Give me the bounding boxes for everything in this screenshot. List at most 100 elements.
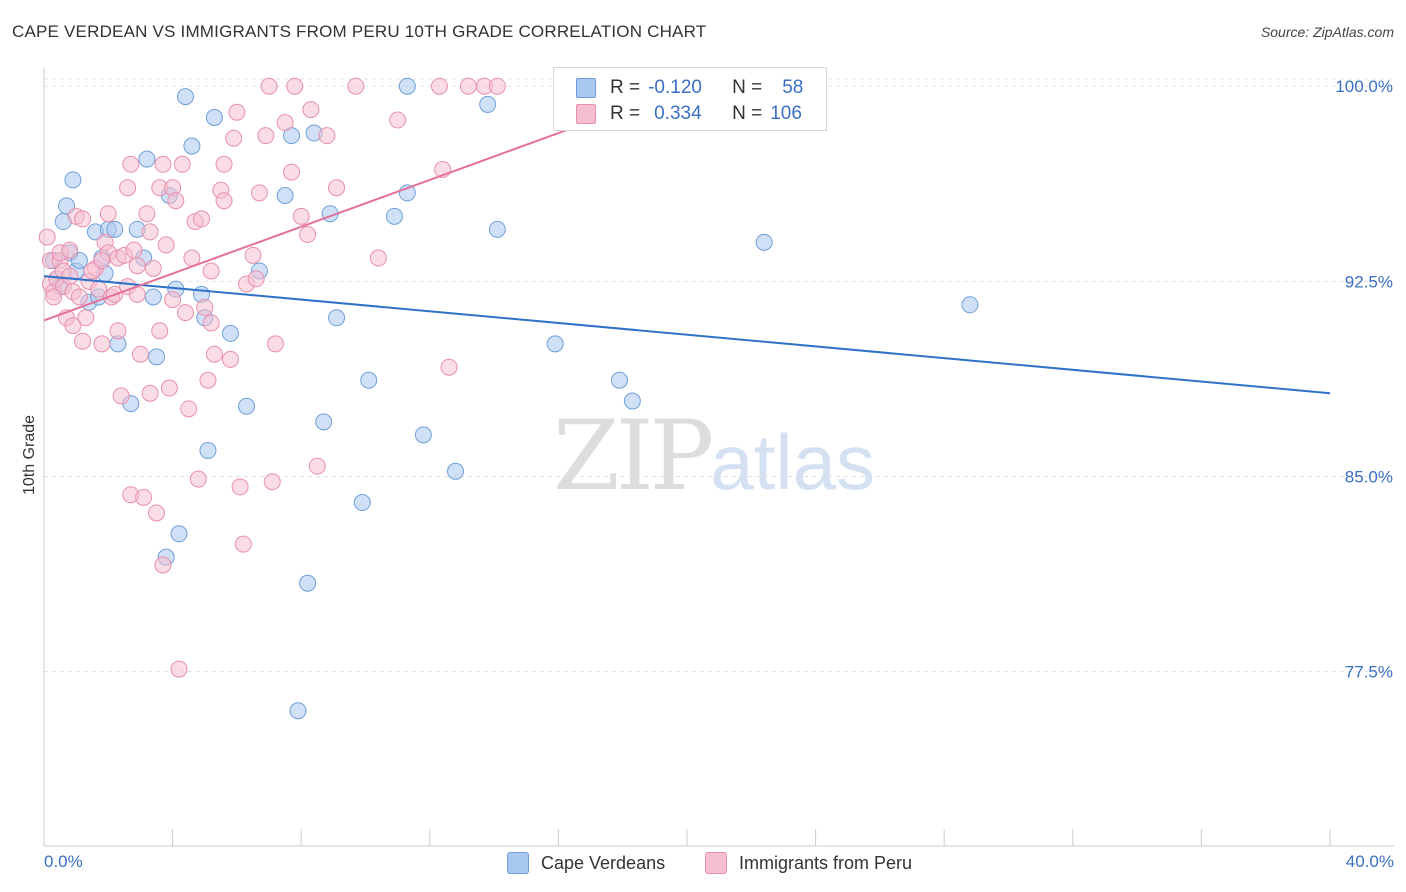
data-point-peru xyxy=(328,179,346,197)
data-point-peru xyxy=(122,155,140,173)
data-point-cape-verdeans xyxy=(479,95,497,113)
data-point-peru xyxy=(202,262,220,280)
data-point-peru xyxy=(221,350,239,368)
data-point-peru xyxy=(154,556,172,574)
data-point-peru xyxy=(231,478,249,496)
x-tick-label-min: 0.0% xyxy=(44,852,83,871)
trend-line-cape-verdeans xyxy=(43,275,1331,395)
legend-label-cape-verdeans: Cape Verdeans xyxy=(541,852,666,873)
data-point-peru xyxy=(151,322,169,340)
data-point-cape-verdeans xyxy=(299,574,317,592)
data-point-peru xyxy=(202,314,220,332)
data-point-cape-verdeans xyxy=(315,413,333,431)
data-point-cape-verdeans xyxy=(328,309,346,327)
data-point-cape-verdeans xyxy=(610,371,628,389)
data-point-peru xyxy=(99,205,117,223)
data-point-peru xyxy=(125,241,143,259)
data-point-peru xyxy=(430,77,448,95)
stats-n-label: N = xyxy=(732,103,763,124)
data-point-peru xyxy=(389,111,407,129)
data-point-peru xyxy=(369,249,387,267)
data-point-cape-verdeans xyxy=(106,220,124,238)
legend-item-cape-verdeans: Cape Verdeans xyxy=(507,852,665,874)
data-point-cape-verdeans xyxy=(205,108,223,126)
data-point-peru xyxy=(109,322,127,340)
data-point-peru xyxy=(292,207,310,225)
data-point-peru xyxy=(131,345,149,363)
data-point-peru xyxy=(199,371,217,389)
x-tick-label-max: 40.0% xyxy=(1345,852,1394,871)
data-point-peru xyxy=(193,210,211,228)
data-point-peru xyxy=(144,259,162,277)
data-point-peru xyxy=(196,298,214,316)
data-point-peru xyxy=(157,236,175,254)
chart-title: CAPE VERDEAN VS IMMIGRANTS FROM PERU 10T… xyxy=(12,22,707,41)
data-point-peru xyxy=(141,384,159,402)
data-point-peru xyxy=(83,262,101,280)
data-point-cape-verdeans xyxy=(623,392,641,410)
data-point-peru xyxy=(141,223,159,241)
data-point-peru xyxy=(347,77,365,95)
data-point-cape-verdeans xyxy=(183,137,201,155)
legend-swatch-blue xyxy=(507,852,529,874)
stats-r-value: 0.334 xyxy=(654,103,702,124)
data-point-cape-verdeans xyxy=(138,150,156,168)
data-point-peru xyxy=(266,335,284,353)
stats-row-cape-verdeans: R = -0.120 N = 58 xyxy=(576,75,803,101)
data-point-peru xyxy=(70,288,88,306)
data-point-cape-verdeans xyxy=(385,207,403,225)
data-point-peru xyxy=(61,267,79,285)
data-point-cape-verdeans xyxy=(353,494,371,512)
y-tick-label: 85.0% xyxy=(1345,468,1393,487)
data-point-cape-verdeans xyxy=(488,220,506,238)
data-point-peru xyxy=(93,335,111,353)
data-point-peru xyxy=(164,291,182,309)
data-point-peru xyxy=(38,228,56,246)
data-point-peru xyxy=(167,192,185,210)
y-tick-label: 100.0% xyxy=(1335,77,1393,96)
data-point-cape-verdeans xyxy=(144,288,162,306)
data-point-peru xyxy=(257,127,275,145)
data-point-cape-verdeans xyxy=(360,371,378,389)
data-point-peru xyxy=(93,252,111,270)
data-point-peru xyxy=(299,226,317,244)
data-point-peru xyxy=(74,210,92,228)
data-point-peru xyxy=(440,358,458,376)
data-point-peru xyxy=(61,241,79,259)
data-point-peru xyxy=(244,246,262,264)
data-point-cape-verdeans xyxy=(546,335,564,353)
data-point-peru xyxy=(112,387,130,405)
data-point-peru xyxy=(488,77,506,95)
data-point-cape-verdeans xyxy=(170,525,188,543)
data-point-peru xyxy=(154,155,172,173)
stats-n-label: N = xyxy=(732,77,763,98)
watermark-atlas: atlas xyxy=(710,418,875,506)
data-point-peru xyxy=(250,184,268,202)
data-point-peru xyxy=(160,379,178,397)
data-point-peru xyxy=(302,101,320,119)
data-point-peru xyxy=(148,504,166,522)
data-point-peru xyxy=(263,473,281,491)
data-point-peru xyxy=(74,332,92,350)
stats-swatch-pink xyxy=(576,104,596,124)
data-point-cape-verdeans xyxy=(221,324,239,342)
stats-box: R = -0.120 N = 58 R = 0.334 N = 106 xyxy=(553,67,827,131)
data-point-peru xyxy=(247,270,265,288)
data-point-peru xyxy=(189,470,207,488)
stats-row-peru: R = 0.334 N = 106 xyxy=(576,101,802,127)
data-point-cape-verdeans xyxy=(64,171,82,189)
data-point-cape-verdeans xyxy=(238,397,256,415)
stats-r-label: R = xyxy=(610,103,641,124)
data-point-cape-verdeans xyxy=(289,702,307,720)
y-tick-label: 77.5% xyxy=(1345,663,1393,682)
data-point-peru xyxy=(459,77,477,95)
stats-r-value: -0.120 xyxy=(648,77,702,98)
data-point-peru xyxy=(170,660,188,678)
data-point-cape-verdeans xyxy=(58,197,76,215)
legend-label-peru: Immigrants from Peru xyxy=(739,852,913,873)
data-point-peru xyxy=(128,257,146,275)
data-point-peru xyxy=(308,457,326,475)
data-point-peru xyxy=(138,205,156,223)
data-point-cape-verdeans xyxy=(148,348,166,366)
